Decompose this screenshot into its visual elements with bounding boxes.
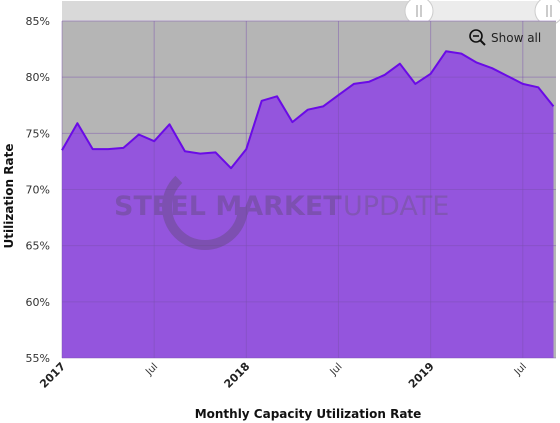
y-tick-label: 70% bbox=[26, 184, 50, 197]
y-tick-label: 60% bbox=[26, 296, 50, 309]
range-navigator[interactable] bbox=[62, 0, 560, 26]
gridlines bbox=[61, 20, 556, 359]
navigator-selected-range[interactable] bbox=[419, 1, 549, 21]
y-axis-ticks: 55% 60% 65% 70% 75% 80% 85% bbox=[26, 15, 50, 365]
y-tick-label: 65% bbox=[26, 240, 50, 253]
zoom-out-icon bbox=[469, 29, 486, 46]
show-all-label: Show all bbox=[491, 31, 541, 45]
utilization-line bbox=[61, 50, 555, 170]
x-axis-title: Monthly Capacity Utilization Rate bbox=[195, 407, 422, 421]
utilization-area bbox=[62, 51, 554, 359]
watermark-text-light: UPDATE bbox=[343, 191, 449, 222]
y-tick-label: 75% bbox=[26, 127, 50, 140]
x-axis-ticks: 2017 Jul 2018 Jul 2019 Jul bbox=[37, 360, 529, 391]
watermark-swoosh bbox=[162, 164, 248, 250]
watermark-logo: STEEL MARKET UPDATE bbox=[114, 164, 449, 250]
y-tick-label: 80% bbox=[26, 71, 50, 84]
show-all-button[interactable]: Show all bbox=[464, 26, 550, 48]
y-tick-label: 85% bbox=[26, 15, 50, 28]
x-tick-label: Jul bbox=[512, 361, 529, 378]
x-tick-label: Jul bbox=[328, 361, 345, 378]
watermark-text-bold: STEEL MARKET bbox=[114, 191, 342, 222]
x-tick-label: 2019 bbox=[406, 360, 437, 391]
y-tick-label: 55% bbox=[26, 352, 50, 365]
x-tick-label: Jul bbox=[143, 361, 160, 378]
y-axis-title: Utilization Rate bbox=[2, 144, 16, 249]
x-tick-label: 2018 bbox=[222, 360, 253, 391]
